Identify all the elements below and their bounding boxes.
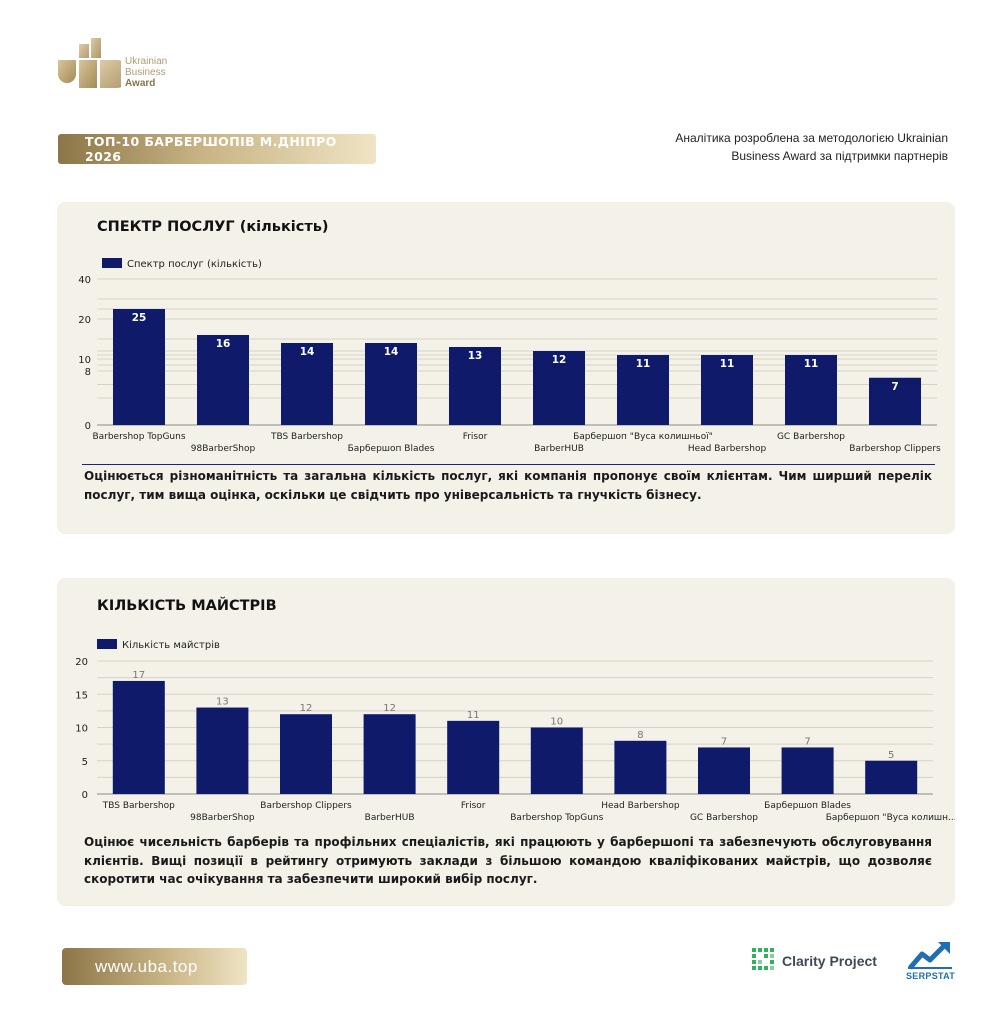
masters-description: Оцінює чисельність барберів та профільни…	[84, 835, 932, 886]
x-tick-label: Барбершоп Blades	[348, 444, 435, 454]
services-bar-chart: Спектр послуг (кількість) 0 810 20 40 25 Barbe…	[78, 258, 941, 454]
bar-value-label: 25	[132, 312, 147, 324]
x-tick-label: Frisor	[463, 432, 488, 442]
bar	[280, 714, 332, 794]
x-tick-label: 98BarberShop	[190, 813, 255, 823]
website-link[interactable]: www.uba.top	[62, 948, 247, 985]
analytics-note: Аналітика розроблена за методологією Ukr…	[675, 131, 948, 163]
bar	[785, 355, 837, 425]
bar-value-label: 13	[468, 350, 483, 362]
masters-card: КІЛЬКІСТЬ МАЙСТРІВ Кількість майстрів 0 5 1…	[57, 578, 955, 906]
bar	[869, 377, 921, 425]
bar	[363, 714, 416, 794]
y-tick-label: 5	[82, 757, 88, 768]
serpstat-logo: SERPSTAT	[906, 940, 956, 985]
bar-value-label: 11	[636, 358, 651, 370]
bar-value-label: 17	[132, 670, 145, 681]
logo-line-2: Business	[125, 67, 166, 78]
x-tick-label: Барбершоп "Вуса колишн...	[826, 813, 955, 823]
bar-value-label: 12	[383, 703, 396, 714]
bar	[113, 309, 165, 425]
bar-value-label: 13	[216, 697, 229, 708]
y-tick-label: 40	[78, 275, 91, 286]
x-tick-label: Barbershop Clippers	[849, 444, 941, 454]
bar	[701, 355, 753, 425]
x-tick-label: TBS Barbershop	[270, 432, 343, 442]
page-title: ТОП-10 БАРБЕРШОПІВ М.ДНІПРО 2026	[85, 134, 337, 164]
bar-value-label: 10	[550, 717, 563, 728]
bar-value-label: 11	[467, 710, 480, 721]
bar	[530, 727, 583, 794]
serpstat-chart-icon	[908, 942, 952, 970]
masters-chart-title: КІЛЬКІСТЬ МАЙСТРІВ	[97, 598, 277, 614]
bar-value-label: 7	[721, 736, 727, 747]
x-tick-label: Frisor	[461, 801, 486, 811]
y-tick-label: 20	[75, 657, 88, 668]
services-description: Оцінюється різноманітність та загальна к…	[84, 469, 932, 502]
serpstat-name: SERPSTAT	[906, 971, 956, 981]
legend-label: Кількість майстрів	[122, 639, 220, 651]
bar-value-label: 11	[804, 358, 819, 370]
x-tick-label: BarberHUB	[365, 813, 415, 823]
bar	[112, 680, 165, 794]
x-tick-label: Барбершоп Blades	[764, 801, 851, 811]
y-tick-label: 20	[78, 315, 91, 326]
website-url[interactable]: www.uba.top	[95, 956, 198, 976]
logo-line-3: Award	[125, 78, 156, 89]
bar-value-label: 14	[384, 346, 399, 358]
x-tick-label: BarberHUB	[534, 444, 584, 454]
bar	[447, 720, 500, 794]
x-tick-label: GC Barbershop	[777, 432, 845, 442]
bar-value-label: 12	[552, 354, 567, 366]
x-tick-label: TBS Barbershop	[102, 801, 175, 811]
legend-swatch	[97, 639, 117, 649]
masters-bar-chart: Кількість майстрів 0 5 10 15 20 17 TBS Barbersh…	[75, 639, 955, 823]
bar	[196, 707, 249, 794]
x-tick-label: Head Barbershop	[688, 444, 767, 454]
bar	[698, 747, 750, 794]
bar	[365, 343, 417, 425]
bar	[617, 355, 669, 425]
clarity-project-logo: Clarity Project	[752, 947, 877, 975]
bar	[614, 740, 667, 794]
page-title-banner: ТОП-10 БАРБЕРШОПІВ М.ДНІПРО 2026	[58, 134, 376, 164]
clarity-grid-icon	[752, 948, 774, 970]
bar-value-label: 7	[804, 736, 810, 747]
services-chart-title: СПЕКТР ПОСЛУГ (кількість)	[97, 219, 329, 235]
bar-value-label: 5	[888, 750, 894, 761]
bar-value-label: 7	[891, 381, 898, 393]
y-tick-label: 0	[82, 790, 88, 801]
uba-logo-icon	[58, 38, 121, 88]
bar	[281, 343, 333, 425]
x-tick-label: Barbershop Clippers	[260, 801, 352, 811]
bar	[197, 335, 249, 425]
bar-value-label: 14	[300, 346, 315, 358]
uba-logo: Ukrainian Business Award	[57, 36, 197, 92]
y-tick-label: 0	[85, 421, 91, 432]
logo-line-1: Ukrainian	[125, 56, 168, 67]
services-card: СПЕКТР ПОСЛУГ (кількість) Спектр послуг …	[57, 202, 955, 534]
x-tick-label: Barbershop TopGuns	[92, 432, 185, 442]
y-tick-label: 8	[85, 367, 91, 378]
bar-value-label: 8	[637, 730, 643, 741]
bar-value-label: 12	[300, 703, 313, 714]
x-tick-label: 98BarberShop	[191, 444, 256, 454]
clarity-project-name: Clarity Project	[782, 953, 877, 969]
bar-value-label: 16	[216, 338, 231, 350]
legend-label: Спектр послуг (кількість)	[127, 258, 262, 270]
x-tick-label: Барбершоп "Вуса колишньої"	[573, 432, 713, 442]
x-tick-label: Barbershop TopGuns	[510, 813, 603, 823]
bar	[449, 347, 501, 425]
x-tick-label: Head Barbershop	[601, 801, 680, 811]
bar	[781, 747, 834, 794]
y-tick-label: 10	[78, 355, 91, 366]
services-divider	[82, 464, 935, 465]
bar	[533, 351, 585, 425]
bar-value-label: 11	[720, 358, 735, 370]
x-tick-label: GC Barbershop	[690, 813, 758, 823]
bar	[865, 760, 918, 794]
y-tick-label: 10	[75, 724, 88, 735]
y-tick-label: 15	[75, 690, 88, 701]
legend-swatch	[102, 258, 122, 268]
